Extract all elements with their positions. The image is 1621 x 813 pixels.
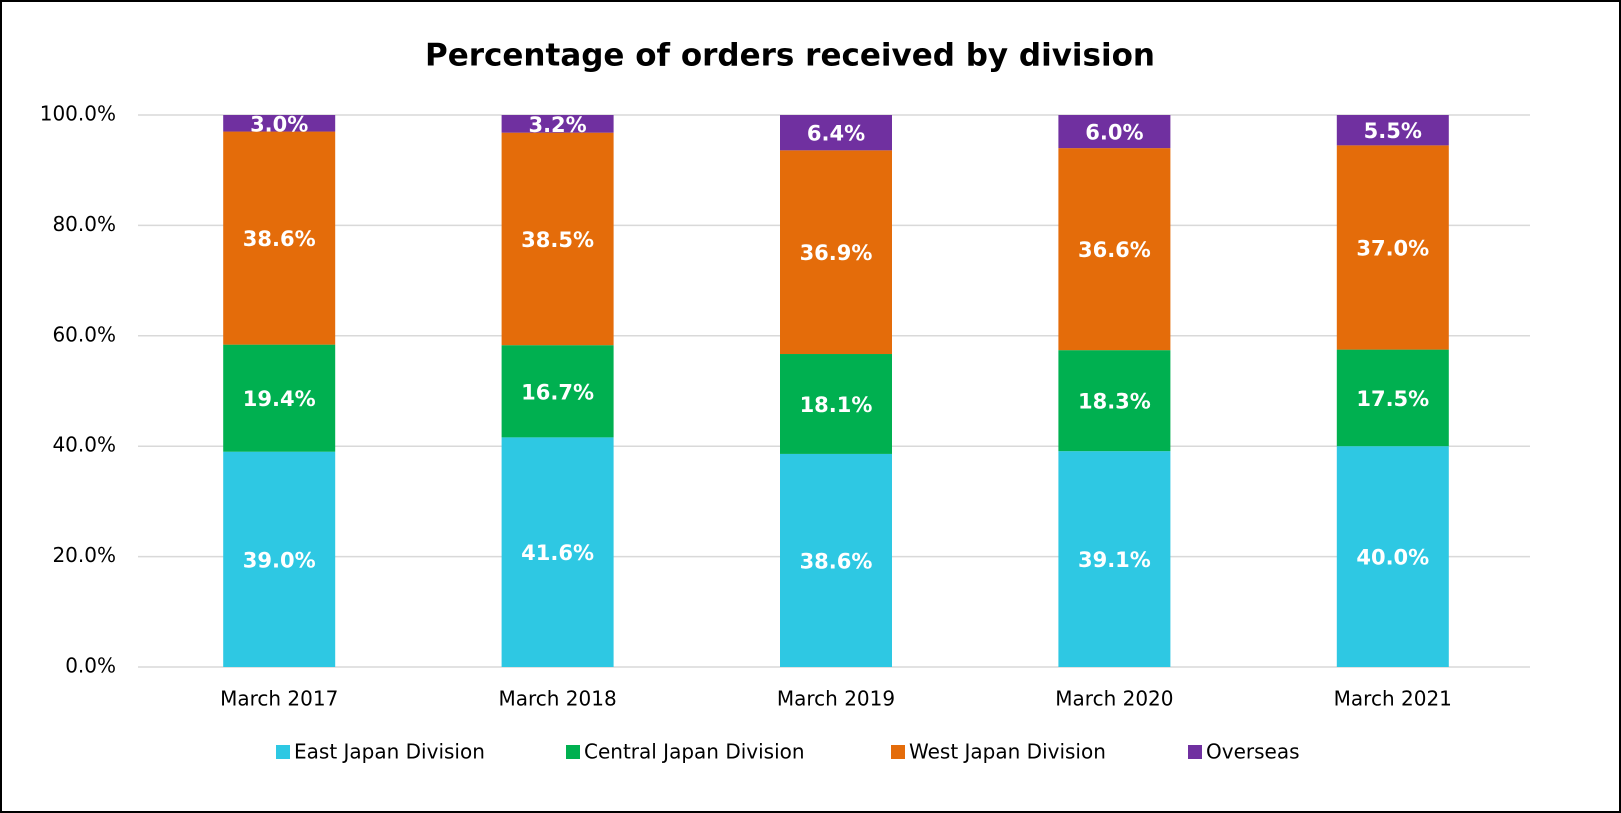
bar-segment xyxy=(501,115,614,133)
y-tick-label: 100.0% xyxy=(40,102,116,126)
data-label: 40.0% xyxy=(1356,546,1429,570)
bar-segment xyxy=(780,354,892,454)
x-tick-label: March 2019 xyxy=(777,687,895,711)
y-tick-label: 40.0% xyxy=(52,433,116,457)
bar-segment xyxy=(223,451,336,667)
data-label: 19.4% xyxy=(243,387,316,411)
bar-segment xyxy=(780,453,892,667)
bar-segment xyxy=(223,115,336,132)
data-label: 17.5% xyxy=(1356,387,1429,411)
data-label: 3.0% xyxy=(250,112,308,136)
data-label: 3.2% xyxy=(528,113,586,137)
data-label: 38.6% xyxy=(243,227,316,251)
data-label: 39.1% xyxy=(1078,548,1151,572)
data-label: 36.6% xyxy=(1078,238,1151,262)
bar-segment xyxy=(1336,115,1449,146)
bar-segment xyxy=(1336,349,1449,447)
legend-swatch xyxy=(1188,745,1202,759)
chart-title: Percentage of orders received by divisio… xyxy=(425,38,1155,74)
data-label: 41.6% xyxy=(521,541,594,565)
data-label: 38.6% xyxy=(800,549,873,573)
data-label: 6.0% xyxy=(1085,121,1143,145)
bar-segment xyxy=(223,131,336,345)
bar-segment xyxy=(1058,115,1171,149)
data-label: 18.3% xyxy=(1078,390,1151,414)
legend-swatch xyxy=(276,745,290,759)
legend-swatch xyxy=(891,745,905,759)
data-label: 39.0% xyxy=(243,548,316,572)
x-tick-label: March 2021 xyxy=(1334,687,1452,711)
y-tick-label: 0.0% xyxy=(65,654,116,678)
y-tick-label: 20.0% xyxy=(52,543,116,567)
bar-segment xyxy=(501,345,614,438)
bar-segment xyxy=(1336,145,1449,350)
y-tick-label: 80.0% xyxy=(52,212,116,236)
bar-segment xyxy=(1058,350,1171,452)
bar-segment xyxy=(1058,451,1171,667)
data-label: 16.7% xyxy=(521,380,594,404)
data-label: 18.1% xyxy=(800,393,873,417)
bar-segment xyxy=(1058,148,1171,351)
bar-segment xyxy=(501,132,614,346)
bar-segment xyxy=(223,344,336,452)
legend-label: West Japan Division xyxy=(909,740,1106,764)
bar-segment xyxy=(501,437,614,667)
legend-swatch xyxy=(566,745,580,759)
legend-label: Central Japan Division xyxy=(584,740,805,764)
data-label: 37.0% xyxy=(1356,236,1429,260)
bar-segment xyxy=(780,115,892,151)
bar-segment xyxy=(1336,446,1449,667)
bar-segment xyxy=(780,150,892,355)
data-label: 36.9% xyxy=(800,241,873,265)
data-label: 38.5% xyxy=(521,228,594,252)
legend-label: Overseas xyxy=(1206,740,1300,764)
x-tick-label: March 2020 xyxy=(1055,687,1173,711)
data-label: 5.5% xyxy=(1364,119,1422,143)
y-tick-label: 60.0% xyxy=(52,322,116,346)
legend-label: East Japan Division xyxy=(294,740,485,764)
data-label: 6.4% xyxy=(807,122,865,146)
x-tick-label: March 2018 xyxy=(498,687,616,711)
x-tick-label: March 2017 xyxy=(220,687,338,711)
